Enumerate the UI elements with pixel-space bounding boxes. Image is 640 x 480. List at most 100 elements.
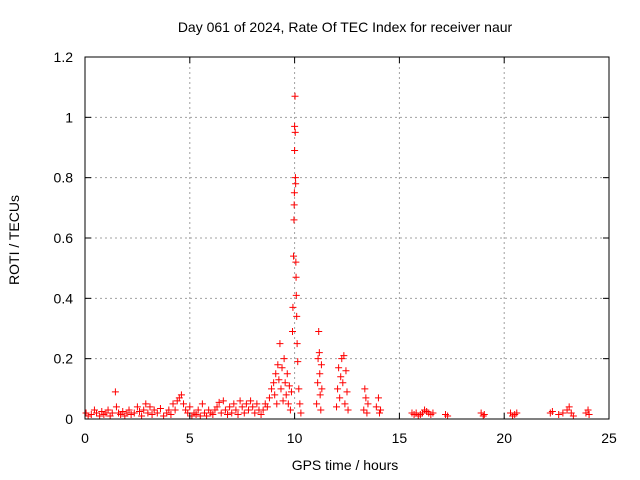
data-point: [291, 147, 299, 155]
data-point: [286, 406, 294, 414]
data-point: [429, 409, 437, 417]
data-point: [548, 407, 556, 415]
data-point: [150, 406, 158, 414]
data-point: [270, 379, 278, 387]
data-point: [296, 400, 304, 408]
data-point: [290, 216, 298, 224]
data-point: [342, 367, 350, 375]
data-point: [196, 412, 204, 420]
data-point: [192, 410, 200, 418]
data-point: [374, 394, 382, 402]
data-point: [282, 391, 290, 399]
data-point: [228, 409, 236, 417]
data-point: [292, 258, 300, 266]
y-tick-label: 0.6: [54, 230, 74, 246]
data-point: [119, 407, 127, 415]
data-point: [140, 406, 148, 414]
data-point: [203, 412, 211, 420]
data-point: [314, 379, 322, 387]
data-point: [292, 291, 300, 299]
data-point: [177, 391, 185, 399]
data-point: [209, 410, 217, 418]
data-point: [271, 391, 279, 399]
data-point: [316, 391, 324, 399]
data-point: [339, 379, 347, 387]
data-point: [138, 412, 146, 420]
data-point: [272, 370, 280, 378]
data-point: [169, 400, 177, 408]
data-point: [257, 410, 265, 418]
data-point: [213, 403, 221, 411]
x-tick-label: 10: [287, 430, 303, 446]
y-axis-label: ROTI / TECUs: [6, 195, 22, 285]
data-point: [171, 406, 179, 414]
data-point: [153, 409, 161, 417]
data-point: [135, 407, 143, 415]
data-point: [555, 410, 563, 418]
data-point: [148, 410, 156, 418]
data-point: [278, 364, 286, 372]
data-point: [142, 400, 150, 408]
data-point: [559, 409, 567, 417]
data-point: [194, 406, 202, 414]
x-tick-label: 25: [601, 430, 617, 446]
data-point: [343, 388, 351, 396]
data-point: [337, 373, 345, 381]
x-tick-label: 20: [496, 430, 512, 446]
y-tick-label: 0.4: [54, 290, 74, 306]
data-point: [291, 92, 299, 100]
chart-title: Day 061 of 2024, Rate Of TEC Index for r…: [178, 19, 513, 35]
data-point: [108, 409, 116, 417]
data-point: [283, 370, 291, 378]
data-point: [87, 410, 95, 418]
data-point: [292, 180, 300, 188]
data-point: [280, 355, 288, 363]
data-point: [130, 409, 138, 417]
data-point: [585, 410, 593, 418]
data-point: [317, 361, 325, 369]
y-tick-label: 0.2: [54, 351, 74, 367]
data-point: [230, 400, 238, 408]
data-point: [96, 412, 104, 420]
data-point: [186, 403, 194, 411]
axis-ticks: [84, 56, 610, 420]
data-point: [221, 406, 229, 414]
data-points: [82, 92, 593, 420]
data-point: [290, 189, 298, 197]
x-axis-label: GPS time / hours: [292, 457, 399, 473]
x-tick-labels: 0 5 10 15 20 25: [81, 430, 617, 446]
data-point: [281, 379, 289, 387]
data-point: [112, 403, 120, 411]
data-point: [259, 406, 267, 414]
data-point: [224, 410, 232, 418]
data-point: [317, 406, 325, 414]
data-point: [165, 406, 173, 414]
data-point: [334, 385, 342, 393]
data-point: [293, 312, 301, 320]
data-point: [289, 303, 297, 311]
data-point: [479, 412, 487, 420]
data-point: [377, 406, 385, 414]
data-point: [569, 412, 577, 420]
data-point: [375, 409, 383, 417]
data-point: [247, 397, 255, 405]
data-point: [249, 403, 257, 411]
y-tick-labels: 0 0.2 0.4 0.6 0.8 1 1.2: [54, 49, 74, 427]
data-point: [315, 349, 323, 357]
data-point: [251, 409, 259, 417]
y-tick-label: 0: [65, 411, 73, 427]
data-point: [364, 400, 372, 408]
data-point: [341, 400, 349, 408]
data-point: [284, 400, 292, 408]
data-point: [184, 409, 192, 417]
data-point: [318, 385, 326, 393]
y-tick-label: 1.2: [54, 49, 74, 65]
data-point: [236, 397, 244, 405]
data-point: [265, 394, 273, 402]
data-point: [344, 406, 352, 414]
data-point: [290, 201, 298, 209]
data-point: [289, 328, 297, 336]
data-point: [513, 409, 521, 417]
data-point: [584, 406, 592, 414]
data-point: [290, 252, 298, 260]
